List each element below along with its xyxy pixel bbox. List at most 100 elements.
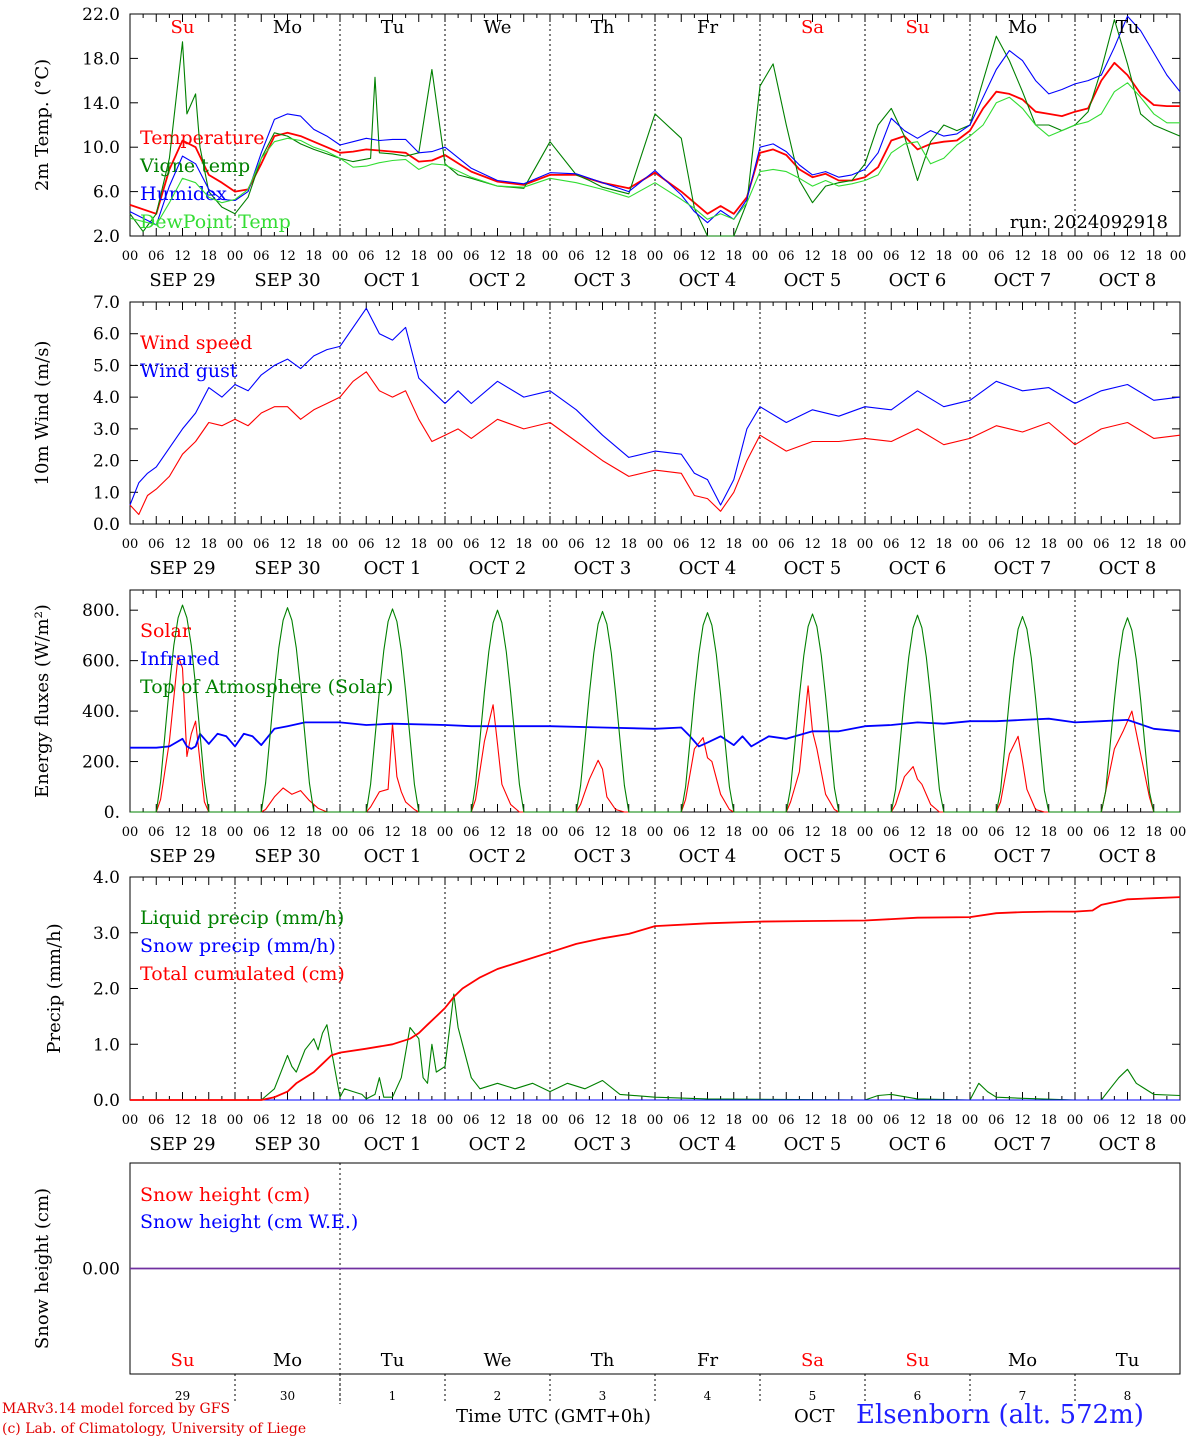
weekday-label: Th — [591, 17, 615, 38]
hour-tick-label: 00 — [752, 249, 769, 264]
hour-tick-label: 06 — [568, 249, 585, 264]
date-label: OCT 3 — [574, 270, 632, 291]
hour-tick-label: 00 — [332, 825, 349, 840]
hour-tick-label: 12 — [279, 537, 296, 552]
hour-tick-label: 18 — [200, 249, 217, 264]
date-label: OCT 2 — [469, 270, 527, 291]
hour-tick-label: 06 — [463, 825, 480, 840]
hour-tick-label: 18 — [515, 537, 532, 552]
hour-tick-label: 12 — [594, 1113, 611, 1128]
hour-tick-label: 00 — [332, 1113, 349, 1128]
day-number-label: 8 — [1124, 1389, 1132, 1403]
date-label: OCT 6 — [889, 270, 947, 291]
y-tick-label: 14.0 — [82, 94, 120, 114]
hour-tick-label: 12 — [804, 825, 821, 840]
date-label: OCT 1 — [364, 558, 422, 579]
series-line-wind-0 — [129, 371, 1181, 516]
legend-snow-1: Snow height (cm W.E.) — [140, 1211, 358, 1233]
date-label: OCT 5 — [784, 846, 842, 867]
hour-tick-label: 06 — [988, 537, 1005, 552]
hour-tick-label: 18 — [935, 537, 952, 552]
y-axis-label-snow: Snow height (cm) — [32, 1188, 53, 1349]
hour-tick-label: 18 — [1145, 537, 1162, 552]
hour-tick-label: 06 — [148, 1113, 165, 1128]
weekday-label: Su — [171, 17, 195, 38]
hour-tick-label: 18 — [1040, 249, 1057, 264]
y-tick-label: 1.0 — [93, 483, 120, 503]
date-label: OCT 1 — [364, 270, 422, 291]
hour-tick-label: 06 — [1093, 825, 1110, 840]
hour-tick-label: 00 — [227, 249, 244, 264]
legend-energy-0: Solar — [140, 620, 192, 642]
legend-energy-1: Infrared — [140, 648, 220, 670]
y-tick-label: 800. — [82, 601, 120, 621]
hour-tick-label: 12 — [174, 249, 191, 264]
hour-tick-label: 18 — [1040, 537, 1057, 552]
y-tick-label: 0.00 — [82, 1260, 120, 1280]
hour-tick-label: 00 — [647, 1113, 664, 1128]
date-label: OCT 4 — [679, 558, 737, 579]
y-axis-label-wind: 10m Wind (m/s) — [32, 341, 53, 486]
legend-temperature-1: Vigne temp — [139, 155, 250, 177]
hour-tick-label: 18 — [830, 825, 847, 840]
date-label: OCT 5 — [784, 558, 842, 579]
hour-tick-label: 06 — [253, 537, 270, 552]
hour-tick-label: 18 — [935, 825, 952, 840]
hour-tick-label: 12 — [699, 249, 716, 264]
series-line-wind-1 — [129, 307, 1181, 506]
hour-tick-label: 12 — [804, 537, 821, 552]
hour-tick-label: 18 — [200, 825, 217, 840]
hour-tick-label: 00 — [122, 825, 139, 840]
hour-tick-label: 06 — [778, 1113, 795, 1128]
hour-tick-label: 00 — [1170, 249, 1187, 264]
day-number-label: 29 — [175, 1389, 190, 1403]
hour-tick-label: 00 — [857, 249, 874, 264]
hour-tick-label: 00 — [542, 1113, 559, 1128]
weekday-label: Tu — [381, 1350, 405, 1371]
hour-tick-label: 06 — [883, 537, 900, 552]
date-label: SEP 29 — [149, 846, 215, 867]
y-tick-label: 0.0 — [93, 515, 120, 535]
series-line-temperature-1 — [129, 19, 1181, 237]
hour-tick-label: 00 — [227, 537, 244, 552]
legend-energy-2: Top of Atmosphere (Solar) — [140, 676, 393, 698]
hour-tick-label: 00 — [752, 1113, 769, 1128]
hour-tick-label: 06 — [1093, 537, 1110, 552]
hour-tick-label: 06 — [253, 825, 270, 840]
hour-tick-label: 00 — [1067, 1113, 1084, 1128]
hour-tick-label: 12 — [1014, 537, 1031, 552]
hour-tick-label: 06 — [673, 249, 690, 264]
y-axis-label-precip: Precip (mm/h) — [44, 923, 65, 1053]
hour-tick-label: 00 — [332, 537, 349, 552]
hour-tick-label: 12 — [594, 537, 611, 552]
hour-tick-label: 06 — [883, 1113, 900, 1128]
y-tick-label: 1.0 — [93, 1035, 120, 1055]
hour-tick-label: 06 — [358, 249, 375, 264]
y-tick-label: 10.0 — [82, 138, 120, 158]
hour-tick-label: 00 — [1067, 825, 1084, 840]
hour-tick-label: 00 — [752, 537, 769, 552]
date-label: SEP 29 — [149, 270, 215, 291]
hour-tick-label: 06 — [988, 249, 1005, 264]
hour-tick-label: 06 — [988, 825, 1005, 840]
hour-tick-label: 12 — [1014, 825, 1031, 840]
hour-tick-label: 18 — [935, 1113, 952, 1128]
day-number-label: 30 — [280, 1389, 295, 1403]
date-label: OCT 6 — [889, 558, 947, 579]
date-label: OCT 3 — [574, 846, 632, 867]
weekday-label: Tu — [1116, 1350, 1140, 1371]
hour-tick-label: 00 — [857, 825, 874, 840]
y-tick-label: 0.0 — [93, 1091, 120, 1111]
hour-tick-label: 00 — [647, 825, 664, 840]
y-tick-label: 0. — [104, 803, 120, 823]
date-label: OCT 6 — [889, 1134, 947, 1155]
weekday-label: Fr — [697, 1350, 718, 1371]
legend-wind-0: Wind speed — [140, 332, 252, 354]
date-label: OCT 7 — [994, 1134, 1052, 1155]
hour-tick-label: 12 — [1119, 249, 1136, 264]
hour-tick-label: 12 — [804, 249, 821, 264]
hour-tick-label: 12 — [909, 537, 926, 552]
y-tick-label: 5.0 — [93, 356, 120, 376]
hour-tick-label: 18 — [725, 1113, 742, 1128]
